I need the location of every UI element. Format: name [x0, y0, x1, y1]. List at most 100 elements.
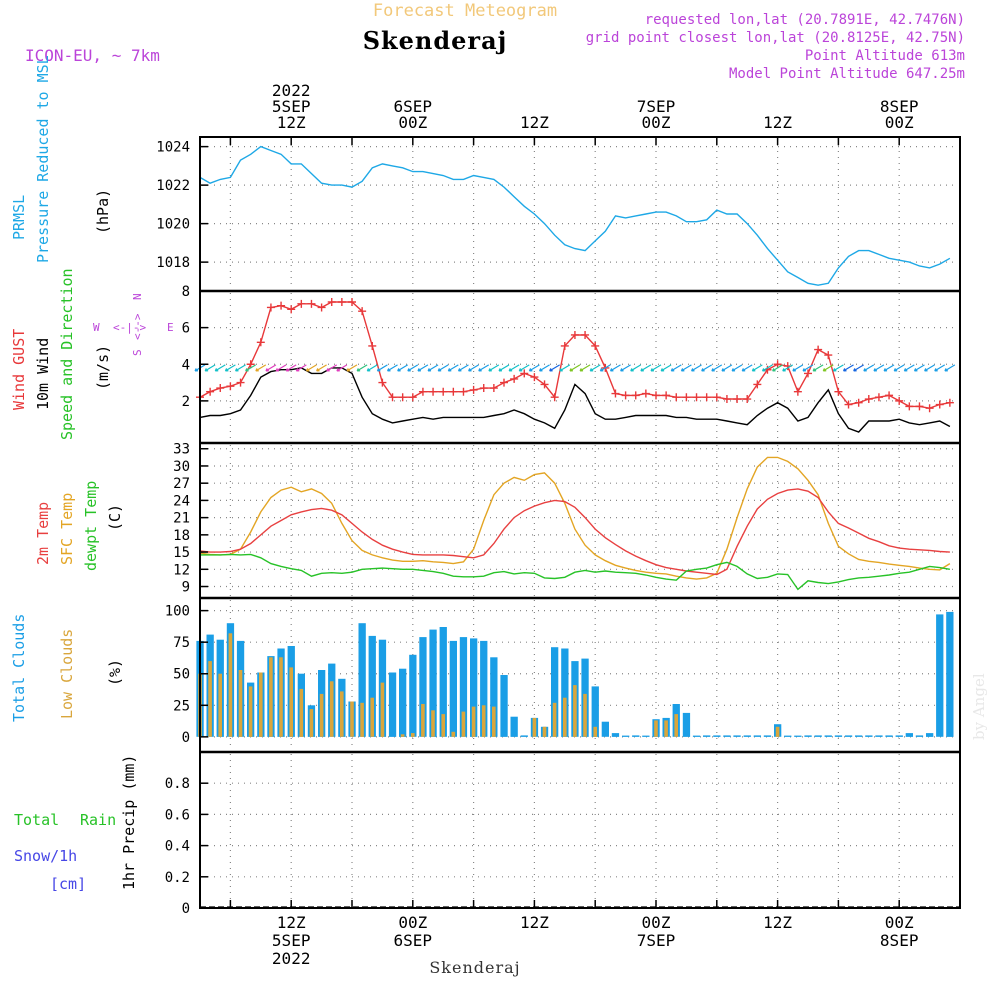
- gust-marker: [621, 391, 630, 400]
- gust-marker: [510, 374, 519, 383]
- wind-arrow-shape: [812, 364, 824, 372]
- low-cloud-bar: [542, 726, 547, 737]
- wind-arrow: [447, 364, 459, 372]
- gust-marker: [540, 380, 549, 389]
- total-cloud-bar: [824, 735, 832, 737]
- wind-arrow-shape: [782, 364, 794, 372]
- wind-arrow-shape: [660, 364, 672, 372]
- wind-arrow: [538, 364, 550, 372]
- panel-series: [194, 145, 960, 908]
- wind-arrow: [457, 364, 469, 372]
- station-title: Skenderaj: [363, 26, 508, 55]
- wind-ylabels: Wind GUST 10m Wind Speed and Direction (…: [10, 268, 174, 440]
- wind-arrow-shape: [234, 364, 246, 372]
- info-line-gridpoint: grid point closest lon,lat (20.8125E, 42…: [586, 30, 965, 46]
- temperature-ytick-label: 27: [173, 476, 190, 492]
- info-line-altitude: Point Altitude 613m: [805, 48, 965, 64]
- wind-arrow-shape: [285, 364, 297, 372]
- wind-arrow: [761, 364, 773, 372]
- precip-ytick-label: 0: [182, 901, 190, 917]
- gust-marker: [662, 391, 671, 400]
- low-cloud-bar: [492, 706, 496, 737]
- gust-marker: [388, 393, 397, 402]
- gust-marker: [307, 299, 316, 308]
- wind-ylabel-unit: (m/s): [94, 345, 112, 390]
- pressure-ytick-label: 1020: [156, 217, 190, 233]
- pressure-ytick-label: 1024: [156, 140, 190, 156]
- wind-arrow-shape: [863, 364, 875, 372]
- wind-arrow: [417, 364, 429, 372]
- wind-arrow: [903, 364, 915, 372]
- gust-marker: [682, 393, 691, 402]
- total-cloud-bar: [409, 654, 417, 737]
- temperature-ytick-label: 18: [173, 528, 190, 544]
- low-cloud-bar: [461, 711, 466, 737]
- wind-arrow: [782, 364, 794, 372]
- wind-arrow-shape: [447, 364, 459, 372]
- low-cloud-bar: [481, 705, 486, 737]
- total-cloud-bar: [601, 721, 609, 737]
- precip-ytick-label: 0.6: [165, 807, 190, 823]
- wind-arrow-shape: [670, 364, 682, 372]
- total-cloud-bar: [500, 675, 508, 737]
- wind-arrow-shape: [376, 364, 388, 372]
- low-cloud-bar: [350, 701, 354, 737]
- low-cloud-bar: [775, 726, 780, 737]
- pressure-ylabel-prmsl: PRMSL: [10, 195, 28, 240]
- total-cloud-bar: [419, 637, 427, 737]
- wind-arrow: [326, 364, 338, 372]
- wind-arrow-shape: [772, 364, 783, 372]
- wind-arrow: [650, 364, 662, 372]
- wind-arrow-shape: [478, 364, 490, 372]
- wind-arrow-shape: [893, 364, 905, 372]
- wind-arrow: [549, 364, 560, 372]
- wind-arrow: [316, 364, 327, 372]
- gust-marker: [885, 391, 894, 400]
- wind-arrow: [802, 364, 814, 372]
- bottom-time-label: 12Z: [763, 913, 792, 932]
- wind-arrow: [346, 364, 358, 372]
- total-cloud-bar: [551, 647, 559, 737]
- bottom-time-label: 00Z: [642, 913, 671, 932]
- precip-legend-unit: [cm]: [50, 875, 86, 893]
- bottom-time-label: 5SEP: [272, 931, 311, 950]
- gust-marker: [641, 389, 650, 398]
- wind-arrow: [609, 364, 621, 372]
- low-cloud-bar: [340, 691, 344, 737]
- gust-marker: [297, 299, 306, 308]
- wind-speed-line: [199, 367, 951, 433]
- gust-marker: [712, 393, 721, 402]
- low-cloud-bar: [441, 714, 445, 737]
- wind-arrow: [599, 364, 611, 372]
- gust-marker: [591, 341, 600, 350]
- wind-arrow-shape: [944, 364, 956, 372]
- gust-marker: [327, 297, 336, 306]
- suptitle: Forecast Meteogram: [373, 1, 557, 21]
- model-label: ICON-EU, ~ 7km: [25, 46, 160, 65]
- gust-marker: [814, 345, 823, 354]
- wind-arrow: [741, 364, 753, 372]
- wind-arrow-shape: [924, 364, 935, 372]
- precip-ylabel: 1hr Precip (mm): [120, 755, 138, 890]
- pressure-line: [199, 145, 951, 286]
- wind-arrow: [245, 364, 256, 372]
- low-cloud-bar: [411, 733, 415, 737]
- gust-marker: [773, 360, 782, 369]
- gust-marker: [743, 395, 752, 404]
- wind-arrow: [731, 364, 743, 372]
- precip-frame: [199, 751, 961, 909]
- gust-marker: [429, 387, 438, 396]
- wind-arrow-shape: [842, 364, 854, 372]
- wind-ytick-label: 4: [182, 357, 190, 373]
- gust-marker: [824, 351, 833, 360]
- low-cloud-bar: [259, 672, 263, 737]
- wind-arrow-shape: [437, 364, 449, 372]
- wind-arrow: [356, 364, 368, 372]
- wind-arrow-shape: [255, 364, 267, 372]
- total-cloud-bar: [632, 735, 640, 737]
- gust-marker: [287, 305, 296, 314]
- clouds-ytick-label: 25: [173, 698, 190, 714]
- temperature-ylabels: 2m Temp SFC Temp dewpt Temp (C): [34, 481, 124, 571]
- wind-arrow: [295, 364, 307, 372]
